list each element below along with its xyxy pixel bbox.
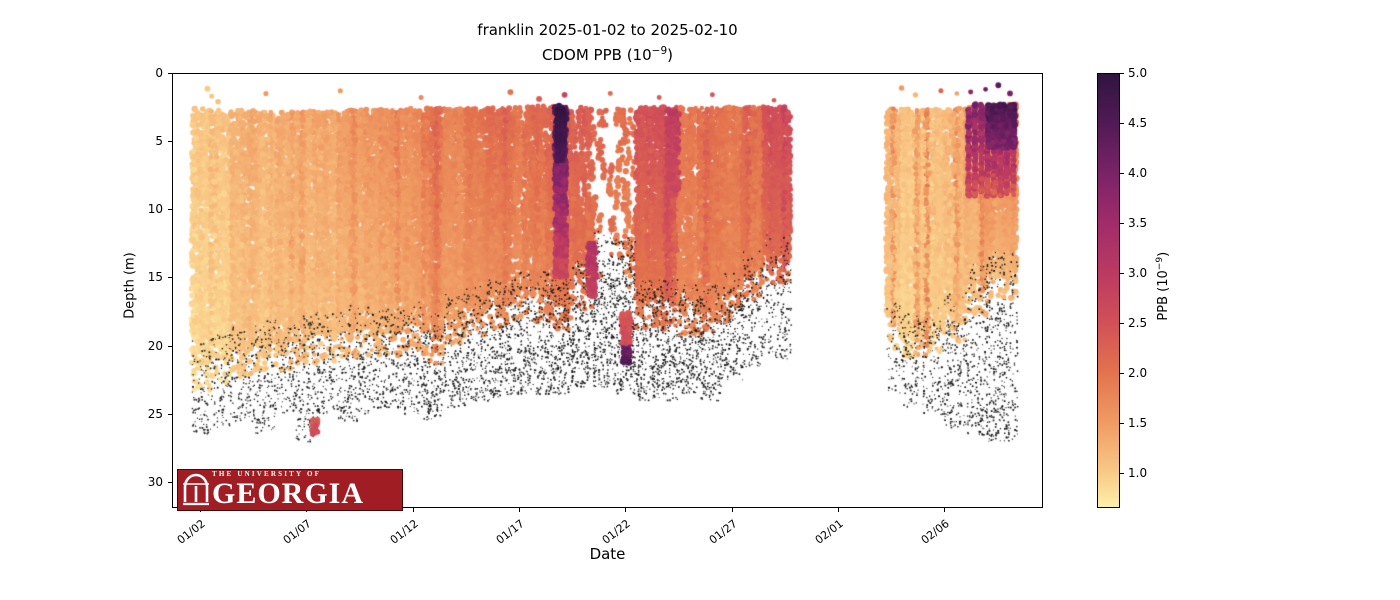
x-axis-label: Date xyxy=(589,545,626,563)
colorbar-tick-label: 5.0 xyxy=(1128,66,1148,80)
colorbar-tick-mark xyxy=(1120,222,1124,224)
y-tick-label: 30 xyxy=(147,475,163,489)
y-tick-mark xyxy=(168,345,172,347)
colorbar-tick-label: 3.5 xyxy=(1128,216,1148,230)
colorbar-tick-label: 3.0 xyxy=(1128,266,1148,280)
colorbar-tick-label: 2.0 xyxy=(1128,366,1148,380)
colorbar-tick-mark xyxy=(1120,72,1124,74)
colorbar-tick-mark xyxy=(1120,372,1124,374)
colorbar-tick-label: 4.5 xyxy=(1128,116,1148,130)
subtitle-superscript: −9 xyxy=(651,45,668,57)
university-of-georgia-logo: THE UNIVERSITY OF GEORGIA xyxy=(177,469,403,511)
y-tick-label: 5 xyxy=(155,134,163,148)
x-tick-mark xyxy=(731,508,733,512)
x-tick-mark xyxy=(518,508,520,512)
colorbar-tick-mark xyxy=(1120,272,1124,274)
y-tick-mark xyxy=(168,413,172,415)
x-tick-mark xyxy=(624,508,626,512)
y-tick-mark xyxy=(168,208,172,210)
y-tick-label: 25 xyxy=(147,407,163,421)
subtitle-suffix: ) xyxy=(667,46,673,64)
chart-title: franklin 2025-01-02 to 2025-02-10 xyxy=(477,21,738,39)
colorbar-tick-mark xyxy=(1120,322,1124,324)
colorbar-tick-mark xyxy=(1120,422,1124,424)
colorbar xyxy=(1097,73,1120,508)
y-tick-mark xyxy=(168,140,172,142)
y-tick-label: 10 xyxy=(147,202,163,216)
colorbar-label-superscript: −9 xyxy=(1154,256,1165,271)
colorbar-tick-mark xyxy=(1120,172,1124,174)
subtitle-prefix: CDOM PPB (10 xyxy=(542,46,652,64)
colorbar-tick-label: 2.5 xyxy=(1128,316,1148,330)
y-tick-mark xyxy=(168,276,172,278)
y-tick-mark xyxy=(168,72,172,74)
y-tick-label: 0 xyxy=(155,66,163,80)
y-tick-label: 15 xyxy=(147,270,163,284)
colorbar-tick-label: 1.5 xyxy=(1128,416,1148,430)
colorbar-tick-label: 4.0 xyxy=(1128,166,1148,180)
x-tick-mark xyxy=(412,508,414,512)
uga-logo-line1: THE UNIVERSITY OF xyxy=(212,470,322,478)
colorbar-label-suffix: ) xyxy=(1156,251,1172,257)
colorbar-tick-mark xyxy=(1120,122,1124,124)
colorbar-label: PPB (10−9) xyxy=(1155,241,1171,331)
colorbar-label-prefix: PPB (10 xyxy=(1156,270,1172,321)
y-tick-mark xyxy=(168,481,172,483)
uga-arch-icon xyxy=(183,473,209,506)
x-tick-mark xyxy=(943,508,945,512)
chart-subtitle: CDOM PPB (10−9) xyxy=(172,45,1043,64)
uga-logo-line2: GEORGIA xyxy=(212,477,365,510)
colorbar-tick-label: 1.0 xyxy=(1128,466,1148,480)
colorbar-tick-mark xyxy=(1120,472,1124,474)
uga-logo-text: THE UNIVERSITY OF GEORGIA xyxy=(212,471,364,509)
y-tick-label: 20 xyxy=(147,339,163,353)
x-tick-mark xyxy=(837,508,839,512)
y-axis-label: Depth (m) xyxy=(122,252,138,319)
